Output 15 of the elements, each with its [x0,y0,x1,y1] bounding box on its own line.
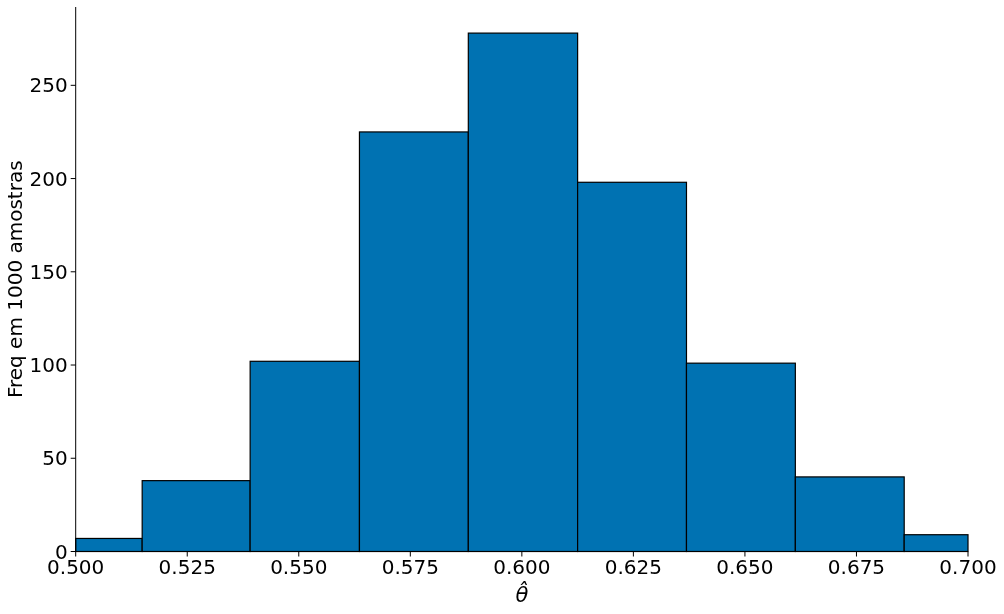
x-tick-label: 0.675 [827,554,886,579]
x-tick-label: 0.575 [381,554,439,579]
x-tick-label: 0.525 [158,554,216,579]
y-tick-label: 50 [42,446,68,471]
x-tick-label: 0.700 [939,554,997,579]
y-tick-label: 100 [29,353,68,378]
x-tick-label: 0.600 [493,554,551,579]
y-tick-label: 200 [29,166,68,191]
y-axis-title: Freq em 1000 amostras [3,160,27,399]
x-tick-label: 0.625 [604,554,663,579]
x-tick-label: 0.650 [716,554,774,579]
x-tick-label: 0.550 [270,554,328,579]
y-tick-label: 250 [29,73,68,98]
x-axis-title: θ̂ [515,581,529,607]
y-tick-label: 150 [29,259,68,284]
